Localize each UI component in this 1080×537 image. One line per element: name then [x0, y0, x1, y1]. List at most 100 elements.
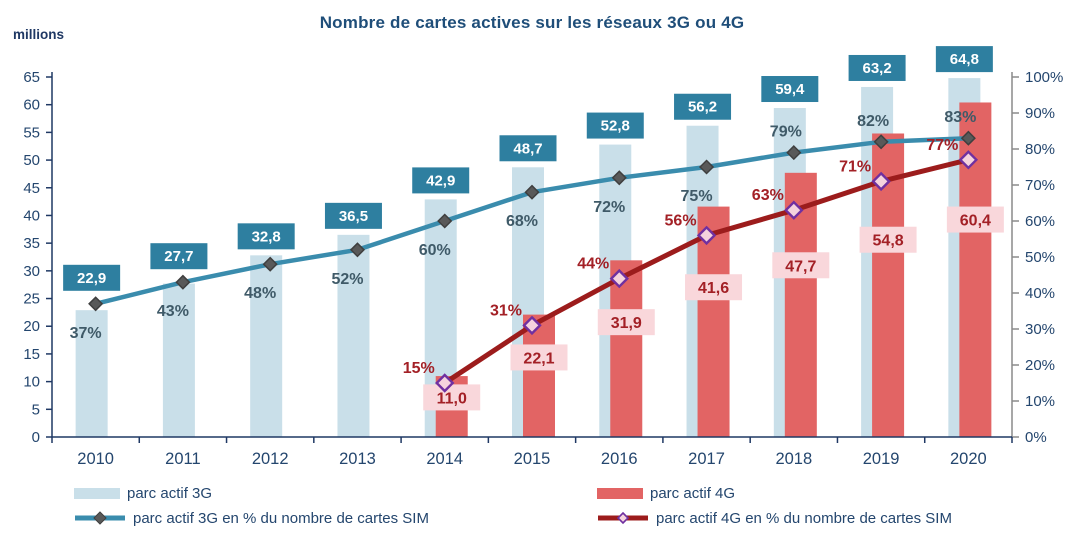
- value-label-box-3g-2014: [412, 167, 470, 194]
- value-label-box-3g-2011: [150, 243, 208, 270]
- pct-label-3g-2016: 72%: [593, 199, 625, 216]
- left-axis-tick-label: 35: [23, 235, 40, 252]
- marker-3g-2018: [786, 145, 802, 161]
- left-axis-tick-label: 25: [23, 291, 40, 308]
- left-axis-tick-label: 50: [23, 152, 40, 169]
- marker-4g-2014: [435, 373, 455, 393]
- value-label-box-3g-2013: [324, 202, 382, 229]
- legend-swatch-3g-bar-icon: [74, 487, 120, 499]
- right-axis-tick-label: 60%: [1025, 213, 1055, 230]
- value-label-3g-2011: 27,7: [164, 248, 193, 265]
- bar-4g-2020: [959, 102, 992, 437]
- right-axis-tick-label: 50%: [1025, 249, 1055, 266]
- x-axis-label-2019: 2019: [863, 450, 900, 468]
- value-label-3g-2020: 64,8: [950, 51, 979, 68]
- pct-label-4g-2020: 77%: [926, 137, 958, 154]
- value-label-box-4g-2014: [423, 384, 481, 411]
- legend-label-parc-actif-4g-pct: parc actif 4G en % du nombre de cartes S…: [656, 509, 952, 527]
- legend-item-parc-actif-4g: parc actif 4G: [597, 484, 952, 502]
- bar-4g-2016: [610, 260, 643, 437]
- chart-title: Nombre de cartes actives sur les réseaux…: [319, 13, 745, 32]
- legend-column-3g: parc actif 3G parc actif 3G en % du nomb…: [74, 484, 429, 527]
- value-label-4g-2016: 31,9: [611, 315, 642, 332]
- value-label-box-4g-2019: [859, 226, 917, 253]
- bar-3g-2013: [337, 234, 370, 437]
- legend-swatch-4g-bar-icon: [597, 487, 643, 499]
- left-axis-tick-label: 5: [32, 401, 40, 418]
- left-axis-tick-label: 10: [23, 374, 40, 391]
- pct-label-3g-2013: 52%: [331, 271, 363, 288]
- marker-3g-2012: [262, 256, 278, 272]
- right-axis-tick-label: 90%: [1025, 105, 1055, 122]
- legend-swatch-3g-line-icon: [74, 511, 126, 525]
- value-label-4g-2018: 47,7: [785, 258, 816, 275]
- left-axis-tick-label: 0: [32, 429, 40, 446]
- value-label-4g-2014: 11,0: [437, 390, 467, 407]
- pct-label-4g-2016: 44%: [577, 256, 609, 273]
- left-axis-tick-label: 65: [23, 69, 40, 86]
- pct-label-3g-2011: 43%: [157, 303, 189, 320]
- legend-label-parc-actif-3g-pct: parc actif 3G en % du nombre de cartes S…: [133, 509, 429, 527]
- left-axis-tick-label: 55: [23, 124, 40, 141]
- value-label-box-4g-2020: [946, 206, 1004, 233]
- bar-4g-2015: [523, 314, 555, 437]
- pct-label-3g-2015: 68%: [506, 213, 538, 230]
- pct-label-3g-2020: 83%: [944, 109, 976, 126]
- legend-label-parc-actif-4g: parc actif 4G: [650, 484, 736, 502]
- x-axis-label-2020: 2020: [950, 450, 987, 468]
- right-axis-tick-label: 10%: [1025, 393, 1055, 410]
- marker-3g-2016: [611, 170, 627, 186]
- value-label-3g-2016: 52,8: [601, 118, 630, 135]
- value-label-3g-2015: 48,7: [513, 140, 542, 157]
- pct-label-4g-2014: 15%: [403, 360, 435, 377]
- value-label-box-3g-2018: [761, 76, 819, 103]
- marker-3g-2017: [698, 159, 715, 175]
- left-axis-tick-label: 60: [23, 97, 40, 114]
- value-label-box-4g-2018: [772, 252, 830, 279]
- value-label-box-3g-2015: [499, 135, 557, 162]
- value-label-3g-2010: 22,9: [77, 270, 106, 287]
- value-label-4g-2019: 54,8: [873, 233, 904, 250]
- value-label-3g-2013: 36,5: [339, 208, 368, 225]
- value-label-box-4g-2017: [685, 274, 743, 301]
- x-axis-label-2010: 2010: [77, 450, 114, 468]
- legend-swatch-4g-line-icon: [597, 511, 649, 525]
- x-axis-label-2013: 2013: [339, 450, 376, 468]
- left-axis-tick-label: 20: [23, 318, 40, 335]
- marker-4g-2018: [784, 200, 804, 220]
- pct-label-3g-2014: 60%: [419, 242, 451, 259]
- bar-3g-2011: [162, 283, 195, 437]
- marker-4g-2019: [871, 171, 891, 192]
- marker-4g-2015: [522, 315, 542, 336]
- left-axis-tick-label: 30: [23, 263, 40, 280]
- value-label-4g-2017: 41,6: [698, 280, 729, 297]
- value-label-box-3g-2010: [63, 264, 121, 291]
- value-label-4g-2015: 22,1: [523, 350, 554, 367]
- left-axis-tick-label: 45: [23, 180, 40, 197]
- marker-4g-2017: [696, 225, 717, 246]
- value-label-3g-2014: 42,9: [426, 172, 455, 189]
- marker-4g-2016: [609, 268, 629, 289]
- value-label-3g-2018: 59,4: [775, 81, 805, 98]
- marker-4g-2020: [958, 150, 979, 170]
- right-axis-tick-label: 20%: [1025, 357, 1055, 374]
- pct-label-3g-2018: 79%: [770, 124, 802, 141]
- marker-3g-2014: [437, 213, 453, 229]
- value-label-3g-2019: 63,2: [862, 60, 891, 77]
- bar-3g-2010: [75, 310, 108, 437]
- pct-label-4g-2017: 56%: [665, 212, 697, 229]
- value-label-3g-2017: 56,2: [688, 99, 717, 116]
- value-label-box-3g-2012: [237, 223, 295, 250]
- pct-label-3g-2010: 37%: [70, 325, 102, 342]
- value-label-box-3g-2017: [674, 93, 732, 120]
- marker-3g-2020: [960, 130, 976, 146]
- right-axis-tick-label: 0%: [1025, 429, 1047, 446]
- x-axis-label-2018: 2018: [775, 450, 812, 468]
- x-axis-label-2014: 2014: [426, 450, 463, 468]
- bar-3g-2012: [250, 255, 283, 437]
- legend-column-4g: parc actif 4G parc actif 4G en % du nomb…: [597, 484, 952, 527]
- legend-item-parc-actif-3g: parc actif 3G: [74, 484, 429, 502]
- pct-label-4g-2015: 31%: [490, 302, 522, 319]
